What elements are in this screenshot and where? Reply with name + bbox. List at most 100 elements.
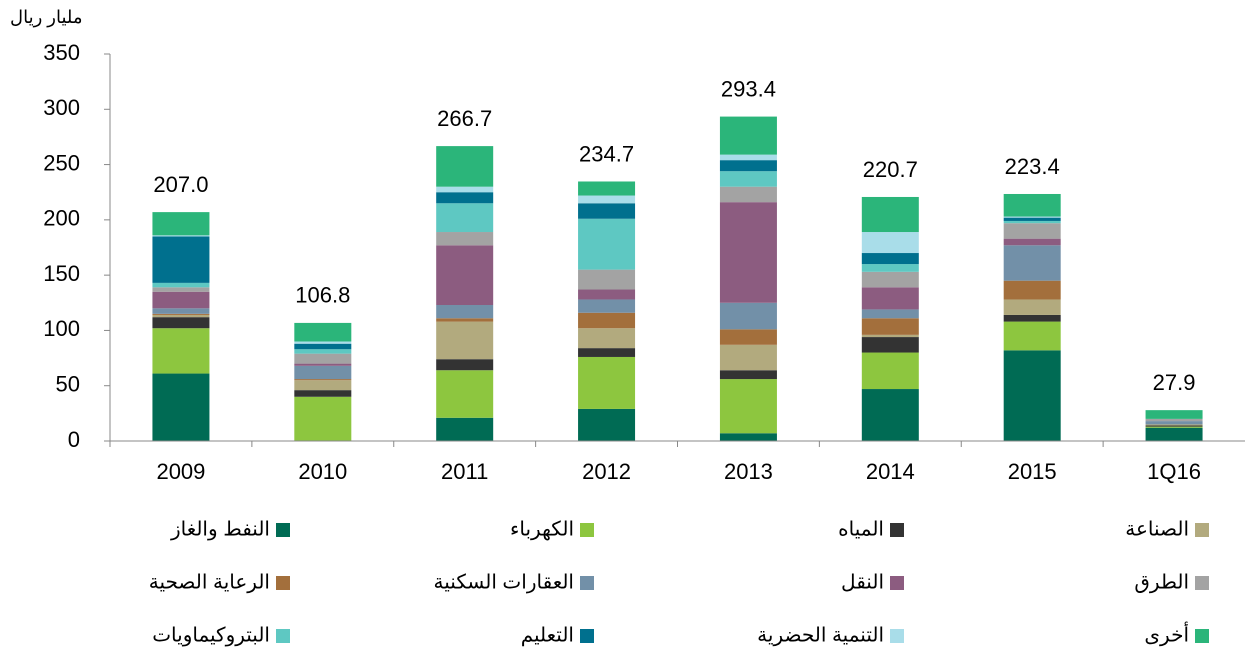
bar-segment <box>578 203 636 219</box>
total-label: 234.7 <box>579 141 634 166</box>
bar-segment <box>436 146 494 187</box>
bar-segment <box>1145 418 1203 422</box>
bar-segment <box>294 343 352 350</box>
bar-segment <box>578 356 636 409</box>
y-tick-label: 50 <box>56 372 80 397</box>
legend-swatch <box>1195 523 1209 537</box>
bar-segment <box>578 195 636 204</box>
bar-segment <box>578 269 636 290</box>
bar-segment <box>719 116 777 155</box>
bar-segment <box>1003 321 1061 351</box>
y-tick-label: 100 <box>43 316 80 341</box>
bar-segment <box>1003 217 1061 221</box>
legend-swatch <box>276 629 290 643</box>
bar-segment <box>1145 410 1203 419</box>
bar-segment <box>719 379 777 434</box>
bar-segment <box>861 352 919 390</box>
bar-segment <box>436 318 494 322</box>
x-tick-label: 2012 <box>582 459 631 484</box>
bar-segment <box>436 245 494 305</box>
y-tick-label: 150 <box>43 261 80 286</box>
bar-segment <box>861 318 919 335</box>
y-tick-label: 250 <box>43 150 80 175</box>
bar-segment <box>719 171 777 187</box>
bar-segment <box>152 317 210 329</box>
y-tick-label: 300 <box>43 95 80 120</box>
legend-swatch <box>1195 576 1209 590</box>
bar-segment <box>861 232 919 254</box>
x-tick-label: 2009 <box>156 459 205 484</box>
bar-segment <box>578 181 636 196</box>
bar-segment <box>436 232 494 246</box>
x-tick-label: 1Q16 <box>1147 459 1201 484</box>
bar-segment <box>152 235 210 237</box>
bar-segment <box>861 337 919 353</box>
bar-segment <box>1003 280 1061 300</box>
bar-segment <box>152 308 210 314</box>
bar-segment <box>1145 424 1203 426</box>
legend-swatch <box>580 576 594 590</box>
legend-label: النقل <box>841 571 884 593</box>
legend-swatch <box>276 576 290 590</box>
bar-segment <box>719 202 777 303</box>
bar-segment <box>436 203 494 233</box>
bar-segment <box>578 218 636 270</box>
bar-segment <box>578 348 636 357</box>
bar-segment <box>294 379 352 381</box>
bar-segment <box>294 380 352 391</box>
bar-segment <box>861 287 919 310</box>
bar-segment <box>152 291 210 309</box>
legend-label: البتروكيماويات <box>152 624 270 646</box>
legend-label: الكهرباء <box>510 518 574 540</box>
bar-segment <box>1003 193 1061 217</box>
bar-segment <box>294 341 352 344</box>
legend-swatch <box>890 629 904 643</box>
bar-segment <box>861 253 919 265</box>
x-tick-label: 2015 <box>1008 459 1057 484</box>
bar-segment <box>1145 421 1203 425</box>
bar-segment <box>861 196 919 233</box>
bar-segment <box>861 264 919 272</box>
bar-segment <box>1003 314 1061 322</box>
bar-segment <box>436 370 494 418</box>
bar-segment <box>294 349 352 354</box>
bar-segment <box>1145 427 1203 441</box>
bar-segment <box>719 302 777 330</box>
bar-segment <box>861 334 919 338</box>
bar-segment <box>152 212 210 236</box>
legend-label: أخرى <box>1144 621 1189 646</box>
legend-label: المياه <box>838 518 884 540</box>
bar-segment <box>578 289 636 300</box>
legend-swatch <box>890 576 904 590</box>
total-label: 106.8 <box>295 283 350 308</box>
bar-segment <box>1003 299 1061 315</box>
bar-segment <box>152 373 210 441</box>
total-label: 207.0 <box>153 172 208 197</box>
bar-segment <box>294 353 352 364</box>
bar-segment <box>861 389 919 441</box>
x-tick-label: 2011 <box>441 459 488 484</box>
bar-segment <box>1003 238 1061 246</box>
total-label: 223.4 <box>1005 154 1060 179</box>
bar-segment <box>436 359 494 371</box>
bar-segment <box>1145 426 1203 428</box>
total-label: 27.9 <box>1153 370 1196 395</box>
bar-segment <box>1003 216 1061 218</box>
bar-segment <box>719 154 777 161</box>
total-label: 220.7 <box>863 157 918 182</box>
bar-segment <box>294 390 352 397</box>
bar-segment <box>152 328 210 374</box>
total-label: 293.4 <box>721 76 776 101</box>
legend-label: الصناعة <box>1125 518 1189 540</box>
legend-label: التعليم <box>521 624 574 646</box>
bar-segment <box>578 312 636 329</box>
bar-segment <box>294 363 352 366</box>
legend-swatch <box>580 523 594 537</box>
bar-segment <box>861 271 919 288</box>
y-tick-label: 350 <box>43 40 80 65</box>
bar-segment <box>719 433 777 441</box>
total-label: 266.7 <box>437 106 492 131</box>
bar-segment <box>294 396 352 441</box>
bar-segment <box>861 309 919 319</box>
